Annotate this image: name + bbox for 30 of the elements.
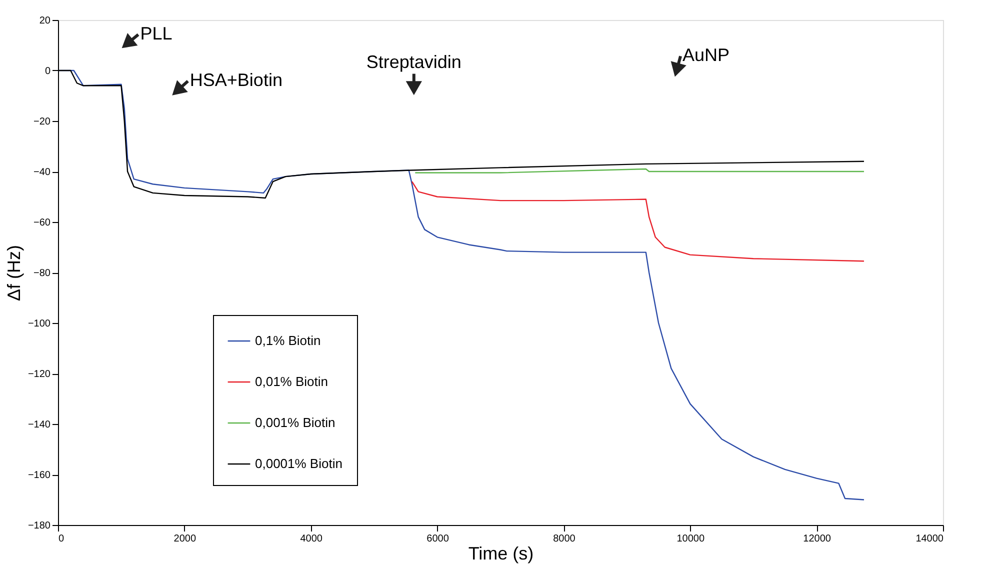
y-tick-label: −80: [34, 268, 51, 279]
x-tick-label: 0: [58, 534, 64, 544]
y-tick-label: 0: [44, 66, 51, 77]
x-tick-label: 12000: [803, 534, 832, 544]
y-tick-label: −160: [28, 470, 51, 481]
annotation: HSA+Biotin: [190, 70, 282, 90]
x-tick-label: 10000: [676, 534, 705, 544]
y-tick-label: −60: [34, 218, 51, 228]
annotation: PLL: [140, 24, 172, 44]
legend-label: 0,01% Biotin: [255, 374, 328, 389]
x-tick-label: 6000: [426, 534, 450, 544]
y-tick-label: −120: [28, 369, 51, 380]
annotation: AuNP: [682, 45, 730, 66]
y-tick-label: −140: [28, 420, 51, 430]
y-tick-label: 20: [39, 16, 51, 26]
y-tick-label: −40: [34, 167, 51, 178]
x-tick-label: 8000: [553, 534, 576, 544]
x-axis-title: Time (s): [468, 544, 534, 564]
line-series: [411, 181, 865, 262]
x-tick-label: 2000: [174, 534, 196, 544]
y-tick-label: −180: [28, 520, 51, 532]
annotation: Streptavidin: [366, 52, 462, 72]
legend-label: 0,001% Biotin: [255, 415, 336, 430]
y-tick-label: −20: [34, 116, 51, 128]
legend-label: 0,1% Biotin: [255, 333, 321, 348]
x-tick-label: 4000: [300, 534, 323, 544]
y-tick-label: −100: [28, 318, 51, 330]
legend-label: 0,0001% Biotin: [255, 456, 342, 471]
y-axis-title: Δf (Hz): [4, 244, 24, 302]
x-tick-label: 14000: [916, 534, 944, 544]
